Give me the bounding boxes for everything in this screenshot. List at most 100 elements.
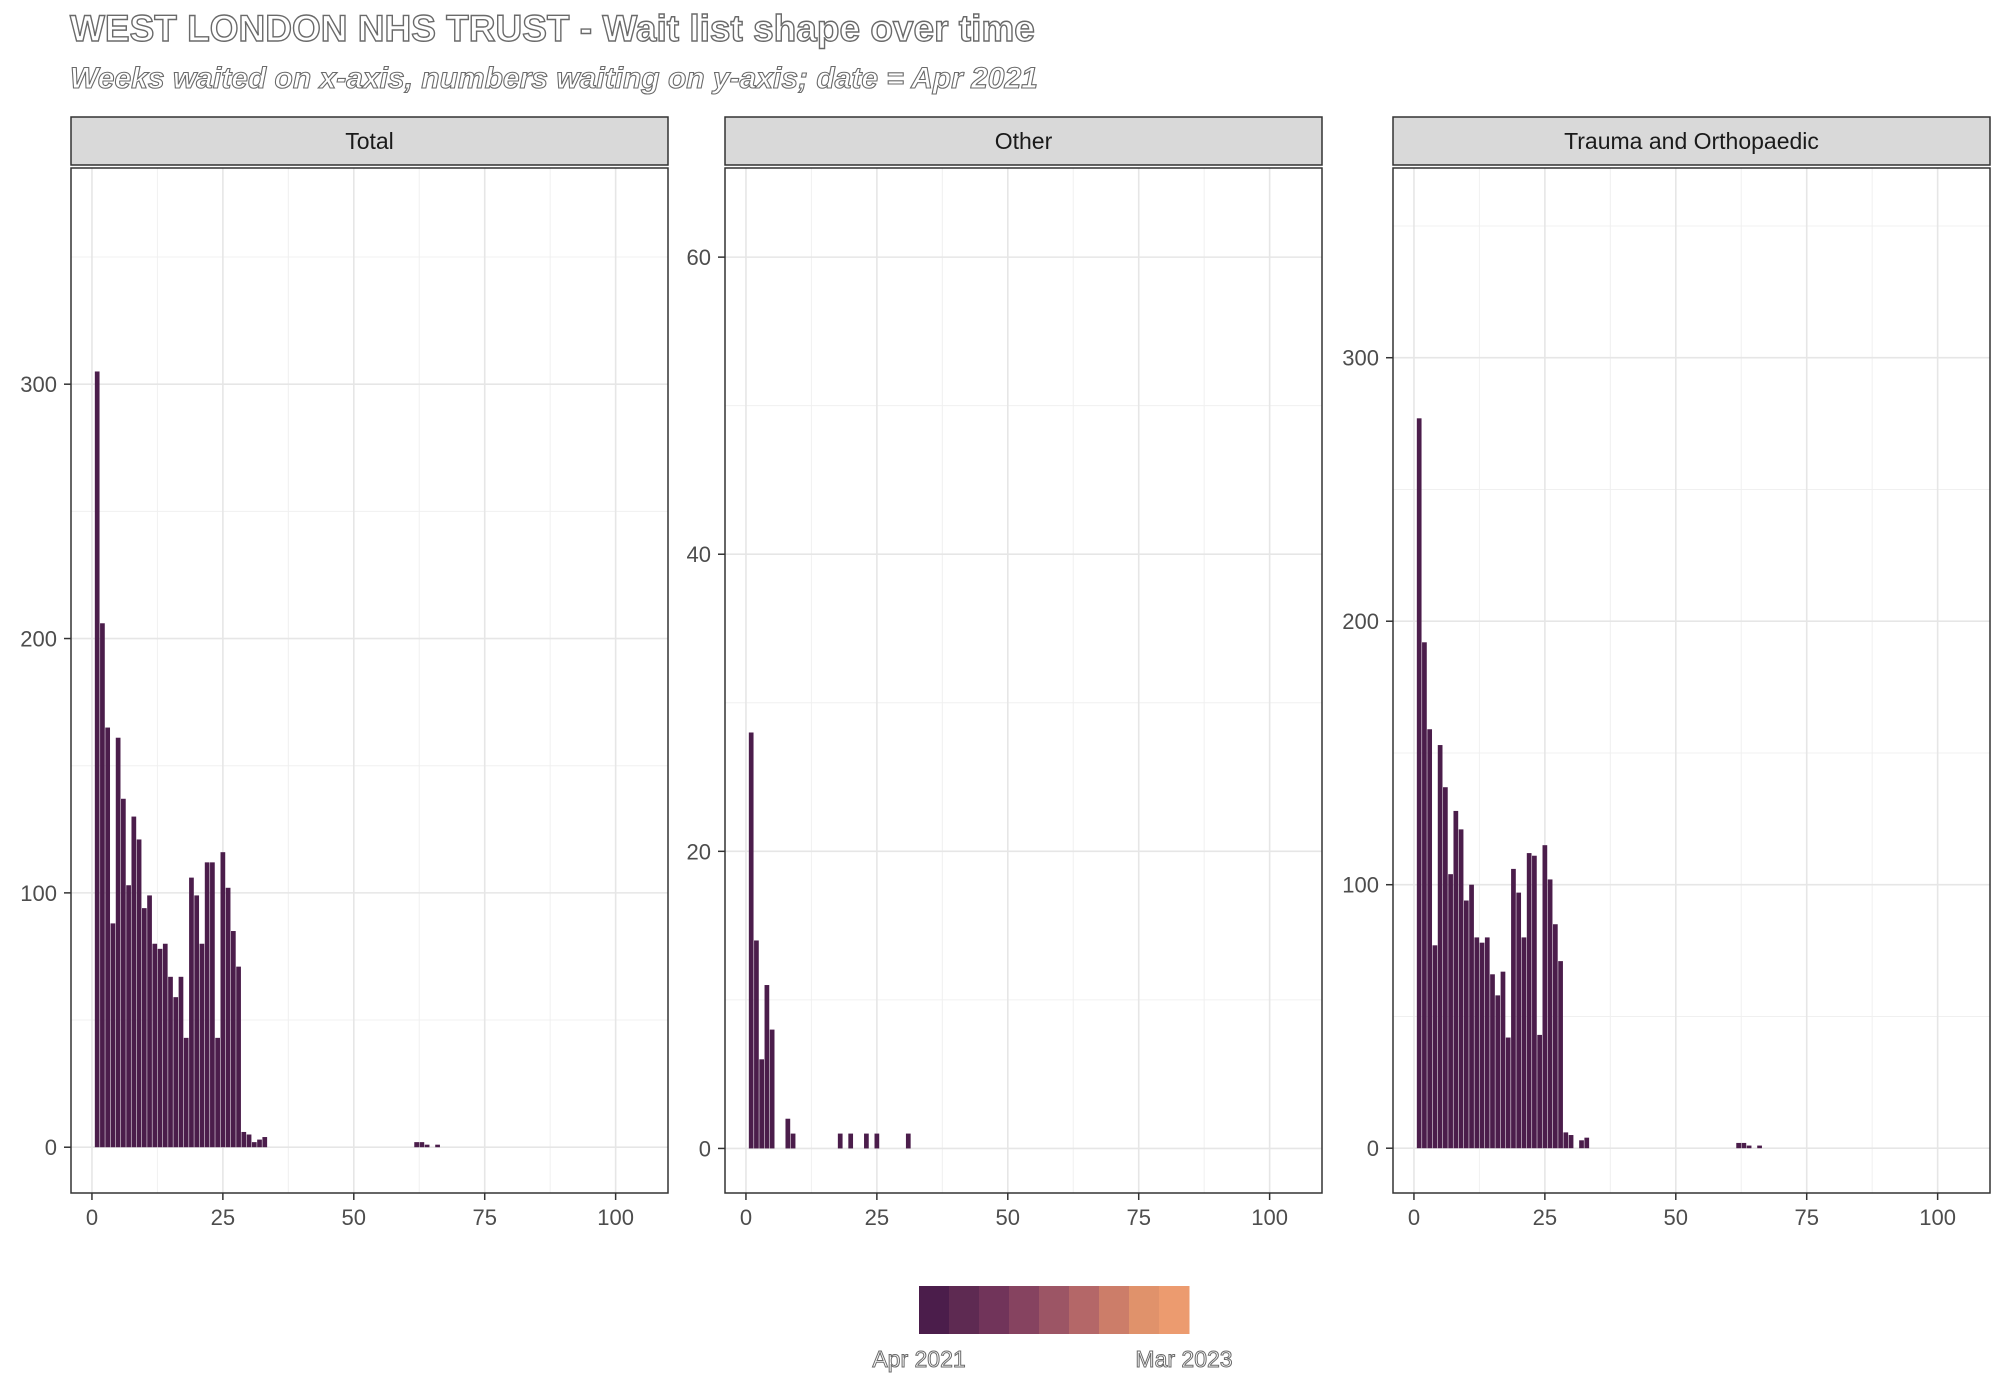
bar-week-26: [225, 887, 231, 1148]
legend-swatch: [949, 1286, 980, 1334]
bar-week-10: [1463, 900, 1469, 1149]
bar-week-5: [1437, 745, 1443, 1149]
facet-strip: [1392, 116, 1991, 166]
x-tick-label: 100: [1251, 1205, 1288, 1230]
bar-week-2: [754, 940, 759, 1149]
bar-week-32: [1579, 1140, 1584, 1149]
facet-strip: [724, 116, 1323, 166]
bar-week-5: [769, 1029, 775, 1149]
bar-week-19: [1511, 868, 1516, 1149]
y-tick-label: 300: [20, 372, 57, 397]
bar-week-33: [262, 1137, 268, 1148]
bar-week-15: [168, 976, 173, 1148]
bar-week-27: [230, 931, 236, 1148]
x-tick-label: 75: [472, 1205, 496, 1230]
y-tick-label: 200: [1342, 609, 1379, 634]
bar-week-25: [220, 852, 226, 1148]
bar-week-6: [1443, 787, 1448, 1149]
bar-week-18: [183, 1037, 189, 1148]
x-tick-label: 25: [865, 1205, 889, 1230]
facet-strip-label: Other: [995, 128, 1053, 154]
bar-week-66: [1757, 1145, 1762, 1149]
x-tick-label: 25: [1533, 1205, 1557, 1230]
bar-week-6: [121, 798, 126, 1148]
bar-week-10: [141, 908, 147, 1148]
x-tick-label: 50: [1664, 1205, 1688, 1230]
bar-week-4: [1432, 945, 1438, 1149]
y-tick-label: 100: [20, 881, 57, 906]
bar-week-66: [435, 1144, 440, 1148]
bar-week-9: [136, 839, 142, 1148]
bar-week-8: [131, 816, 137, 1148]
bar-week-28: [236, 966, 241, 1148]
x-tick-label: 100: [597, 1205, 634, 1230]
bar-week-1: [748, 732, 754, 1149]
bar-week-63: [419, 1142, 425, 1148]
bar-week-18: [1505, 1037, 1511, 1149]
bar-week-13: [157, 948, 163, 1148]
bar-week-15: [1490, 974, 1495, 1149]
y-tick-label: 0: [699, 1136, 711, 1161]
bar-week-33: [1584, 1137, 1590, 1149]
bar-week-17: [178, 976, 184, 1148]
legend: Apr 2021 Mar 2023: [872, 1286, 1233, 1373]
bar-week-4: [110, 923, 116, 1148]
facet-strip-label: Trauma and Orthopaedic: [1564, 128, 1819, 154]
x-tick-label: 0: [740, 1205, 752, 1230]
bar-week-26: [1547, 879, 1553, 1149]
facet-strip: [70, 116, 669, 166]
bar-week-62: [1736, 1142, 1741, 1149]
bar-week-17: [1500, 971, 1506, 1149]
bar-week-12: [1474, 937, 1480, 1149]
bar-week-64: [424, 1144, 430, 1148]
bar-week-27: [1552, 924, 1558, 1149]
panel-trauma-and-orthopaedic: Trauma and Orthopaedic 0 25 50 75 100 0 100 200 3…: [1342, 116, 1991, 1230]
chart-title: WEST LONDON NHS TRUST - Wait list shape …: [69, 7, 1035, 49]
bar-week-5: [115, 737, 121, 1148]
bar-week-21: [199, 943, 205, 1148]
bar-week-16: [173, 997, 179, 1148]
bar-week-16: [1495, 995, 1501, 1149]
y-tick-label: 20: [687, 839, 711, 864]
panel-border: [724, 167, 1323, 1194]
bar-week-2: [100, 623, 105, 1148]
bar-week-3: [1427, 729, 1433, 1149]
legend-end-label: Mar 2023: [1135, 1346, 1232, 1372]
bar-week-19: [189, 877, 194, 1148]
y-tick-label: 0: [1367, 1136, 1379, 1161]
y-tick-label: 60: [687, 245, 711, 270]
bar-week-22: [1526, 853, 1532, 1149]
bar-week-22: [204, 862, 210, 1148]
bar-week-1: [94, 371, 100, 1148]
bar-week-9: [1458, 829, 1464, 1149]
y-tick-label: 100: [1342, 873, 1379, 898]
x-tick-label: 0: [86, 1205, 98, 1230]
bar-week-23: [864, 1133, 869, 1149]
panel-other: Other 0 25 50 75 100 0 20 40 60: [687, 116, 1323, 1230]
bar-week-8: [785, 1118, 791, 1149]
bar-week-64: [1746, 1145, 1752, 1149]
bar-week-24: [1537, 1034, 1542, 1149]
legend-swatch: [1129, 1286, 1160, 1334]
x-tick-label: 100: [1919, 1205, 1956, 1230]
bar-week-25: [874, 1133, 880, 1149]
bar-week-14: [1484, 937, 1490, 1149]
bar-week-31: [251, 1142, 257, 1148]
panel-border: [70, 167, 669, 1194]
bar-week-12: [152, 943, 158, 1148]
bar-week-30: [1568, 1135, 1574, 1149]
legend-swatch: [1069, 1286, 1100, 1334]
legend-swatch: [1009, 1286, 1040, 1334]
bar-week-8: [1453, 810, 1459, 1149]
bar-week-23: [210, 862, 215, 1148]
bar-week-13: [1479, 942, 1485, 1149]
x-tick-label: 75: [1794, 1205, 1818, 1230]
bar-week-7: [1448, 874, 1453, 1149]
y-tick-label: 200: [20, 627, 57, 652]
x-tick-label: 75: [1126, 1205, 1150, 1230]
bar-week-21: [1521, 937, 1527, 1149]
bar-week-20: [194, 895, 200, 1148]
x-tick-label: 0: [1408, 1205, 1420, 1230]
bar-week-4: [764, 985, 770, 1149]
legend-swatch: [1039, 1286, 1070, 1334]
